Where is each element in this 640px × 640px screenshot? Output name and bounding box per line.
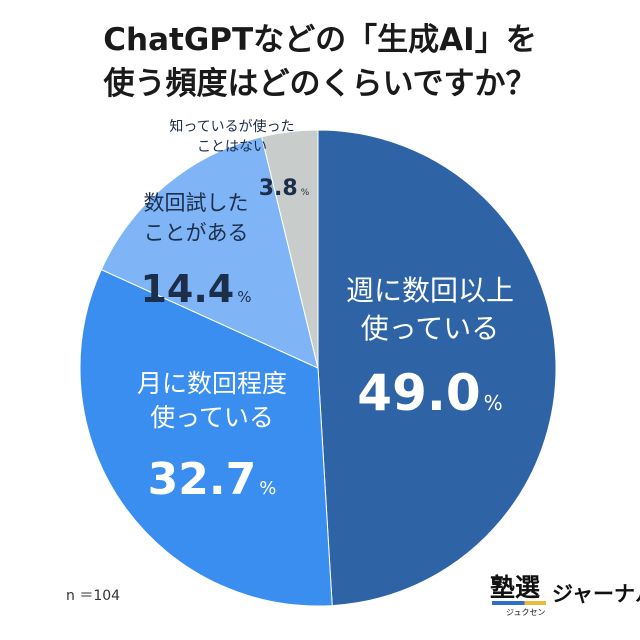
pie-slice-3 [261,129,319,369]
slice-value-unit-3: % [301,188,310,198]
slice-label-1-line-0: 月に数回程度 [137,369,287,398]
pie-slice-2 [100,136,319,369]
slice-label-2-line-1: ことがある [144,221,249,245]
logo-ruby-text: ジュクセン [506,608,546,617]
title-line-1: ChatGPTなどの「生成AI」を [103,22,537,58]
slice-label-2-line-0: 数回試した [144,191,249,215]
slice-value-number-0: 49.0 [357,364,480,422]
slice-value-number-2: 14.4 [140,267,234,311]
logo-main-text: 塾選 [490,573,541,602]
slice-label-0-line-0: 週に数回以上 [346,274,514,307]
slice-value-2: 14.4% [140,267,251,311]
slice-value-number-3: 3.8 [259,176,298,201]
slice-label-3-line-0: 知っているが使った [169,118,294,135]
chart-title: ChatGPTなどの「生成AI」を 使う頻度はどのくらいですか？ [0,18,640,106]
slice-label-1-line-1: 使っている [150,403,274,432]
slice-value-1: 32.7% [148,454,277,505]
title-line-2: 使う頻度はどのくらいですか？ [103,66,537,102]
slice-value-3: 3.8% [259,176,310,201]
slice-value-unit-0: % [484,391,503,415]
slice-label-0-line-1: 使っている [361,312,500,345]
slice-value-0: 49.0% [357,364,502,422]
slice-value-unit-2: % [237,288,251,306]
logo-underline [492,601,546,605]
sample-size-label: n ＝104 [66,588,121,604]
pie-slice-1 [79,268,333,607]
slice-label-3-line-1: ことはない [197,139,267,155]
pie-slice-0 [317,129,557,607]
slice-value-unit-1: % [259,478,276,499]
slice-value-number-1: 32.7 [148,454,257,505]
logo-sub-text: ジャーナル [552,582,640,606]
juku-sen-journal-logo: 塾選 ジュクセン ジャーナル [490,568,640,628]
